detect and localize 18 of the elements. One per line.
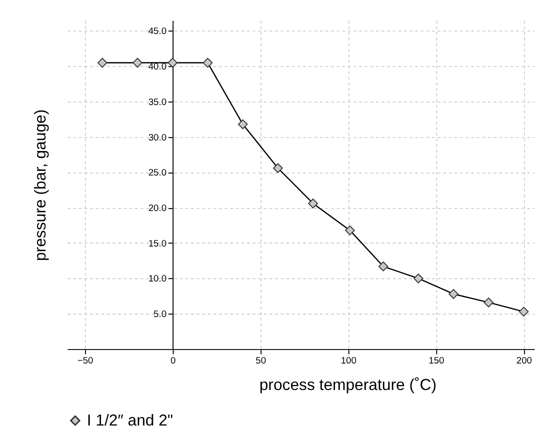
y-tick-label: 30.0 <box>148 132 167 142</box>
x-tick-label: 100 <box>340 356 356 366</box>
y-tick-label: 10.0 <box>148 274 167 284</box>
y-tick-label: 25.0 <box>148 168 167 178</box>
y-tick-label: 40.0 <box>148 62 167 72</box>
y-tick-label: 35.0 <box>148 96 167 107</box>
x-tick-label: 0 <box>170 356 176 366</box>
y-axis-title: pressure (bar, gauge) <box>32 109 50 262</box>
y-tick-label: 45.0 <box>148 26 167 36</box>
x-tick-label: 200 <box>516 356 532 366</box>
y-tick-label: 20.0 <box>148 202 167 213</box>
x-axis-title: process temperature (˚C) <box>259 376 437 394</box>
y-tick-label: 5.0 <box>154 309 167 320</box>
x-tick-label: 50 <box>256 356 266 366</box>
x-tick-label: 150 <box>428 356 444 366</box>
x-tick-label: −50 <box>77 356 94 366</box>
legend-label: I 1/2″ and 2" <box>86 412 174 430</box>
y-tick-label: 15.0 <box>148 238 167 248</box>
